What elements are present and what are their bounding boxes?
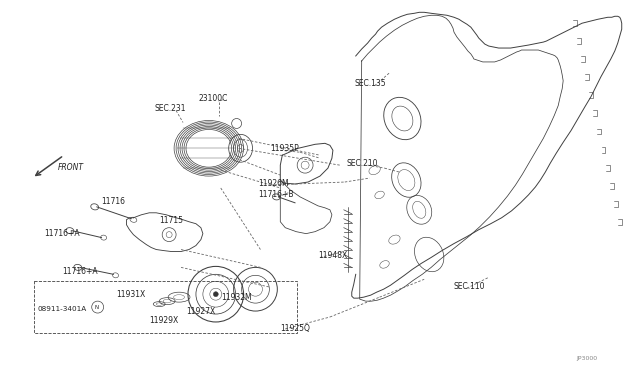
Text: SEC.135: SEC.135 xyxy=(355,79,387,88)
Text: SEC.210: SEC.210 xyxy=(347,159,378,168)
Text: 11716+A: 11716+A xyxy=(62,267,97,276)
Text: 11932M: 11932M xyxy=(221,293,252,302)
Text: 08911-3401A: 08911-3401A xyxy=(37,306,86,312)
Text: 11927X: 11927X xyxy=(186,307,215,315)
Text: 11716+A: 11716+A xyxy=(44,229,80,238)
Text: 11929X: 11929X xyxy=(149,317,179,326)
Text: 11931X: 11931X xyxy=(116,290,146,299)
Text: 23100C: 23100C xyxy=(199,94,228,103)
Bar xyxy=(34,281,297,333)
Text: 11926M: 11926M xyxy=(259,179,289,187)
Text: 11935P: 11935P xyxy=(270,144,299,153)
Text: 11948X: 11948X xyxy=(318,251,348,260)
Ellipse shape xyxy=(213,292,218,296)
Text: 11716: 11716 xyxy=(102,198,125,206)
Text: N: N xyxy=(95,305,99,310)
Text: 11716+B: 11716+B xyxy=(259,190,294,199)
Text: FRONT: FRONT xyxy=(58,163,84,171)
Text: SEC.231: SEC.231 xyxy=(154,104,186,113)
Text: 11715: 11715 xyxy=(159,216,183,225)
Text: SEC.110: SEC.110 xyxy=(454,282,486,291)
Text: JP3000: JP3000 xyxy=(577,356,598,361)
Text: 11925Q: 11925Q xyxy=(280,324,310,333)
